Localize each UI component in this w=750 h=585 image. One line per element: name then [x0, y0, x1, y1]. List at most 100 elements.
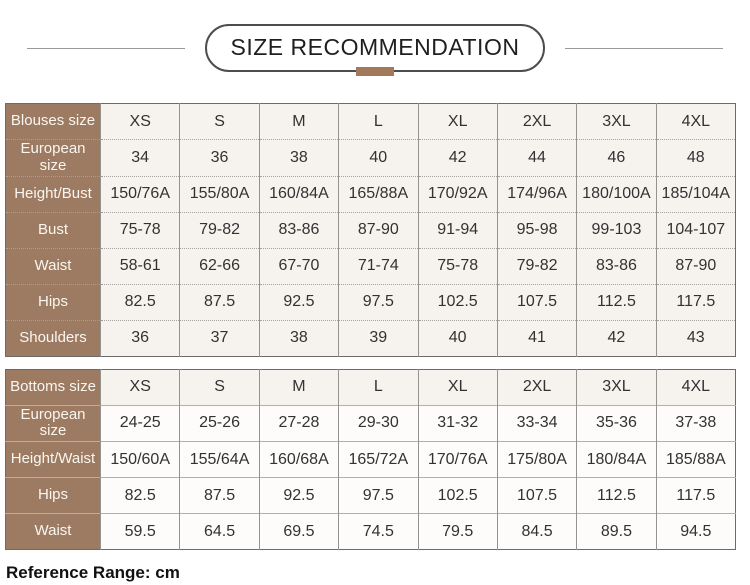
table-row: Hips 82.5 87.5 92.5 97.5 102.5 107.5 112.5 117.5: [5, 283, 736, 321]
size-value-cell: XS: [99, 369, 180, 406]
size-value-cell: 36: [99, 319, 180, 357]
size-value-cell: 104-107: [655, 211, 736, 249]
size-value-cell: 150/76A: [99, 175, 180, 213]
table-row: Shoulders 36 37 38 39 40 41 42 43: [5, 319, 736, 357]
size-value-cell: 84.5: [496, 513, 577, 550]
row-label-cell: Shoulders: [5, 319, 101, 357]
size-value-cell: 2XL: [496, 369, 577, 406]
size-value-cell: 97.5: [338, 283, 418, 321]
size-value-cell: 69.5: [258, 513, 339, 550]
row-label-cell: Blouses size: [5, 103, 101, 140]
page-title: SIZE RECOMMENDATION: [204, 24, 546, 76]
size-value-cell: 33-34: [496, 404, 577, 442]
title-divider-right: [565, 47, 724, 49]
size-value-cell: 67-70: [258, 247, 339, 285]
size-value-cell: 87-90: [655, 247, 736, 285]
size-value-cell: 4XL: [655, 369, 736, 406]
size-value-cell: 35-36: [576, 404, 657, 442]
size-value-cell: 38: [258, 319, 339, 357]
size-value-cell: XL: [417, 103, 498, 140]
size-value-cell: 2XL: [496, 103, 577, 140]
size-value-cell: 37: [179, 319, 260, 357]
size-value-cell: 79-82: [496, 247, 577, 285]
size-value-cell: 107.5: [496, 477, 577, 514]
size-value-cell: 59.5: [99, 513, 180, 550]
row-label-cell: Bottoms size: [5, 369, 101, 406]
size-value-cell: 58-61: [99, 247, 180, 285]
size-value-cell: 36: [179, 139, 260, 177]
table-row: Waist 58-61 62-66 67-70 71-74 75-78 79-82 83-86…: [5, 247, 736, 285]
table-row: Waist 59.5 64.5 69.5 74.5 79.5 84.5 89.5 94.5: [5, 513, 736, 550]
size-value-cell: 34: [99, 139, 180, 177]
size-value-cell: 185/104A: [655, 175, 736, 213]
size-value-cell: 62-66: [179, 247, 260, 285]
size-value-cell: 155/64A: [179, 441, 260, 478]
size-value-cell: XL: [417, 369, 498, 406]
size-value-cell: 40: [338, 139, 418, 177]
size-value-cell: 83-86: [258, 211, 339, 249]
size-value-cell: 91-94: [417, 211, 498, 249]
size-value-cell: 75-78: [99, 211, 180, 249]
size-value-cell: XS: [99, 103, 180, 140]
size-value-cell: S: [179, 103, 260, 140]
row-label-cell: Waist: [5, 247, 101, 285]
size-value-cell: 102.5: [417, 477, 498, 514]
size-value-cell: 180/100A: [576, 175, 657, 213]
size-value-cell: 170/76A: [417, 441, 498, 478]
size-value-cell: 102.5: [417, 283, 498, 321]
size-value-cell: 71-74: [338, 247, 418, 285]
size-value-cell: 39: [338, 319, 418, 357]
size-value-cell: 107.5: [496, 283, 577, 321]
size-value-cell: 92.5: [258, 477, 339, 514]
size-value-cell: 79-82: [179, 211, 260, 249]
size-value-cell: 82.5: [99, 283, 180, 321]
table-row: Height/Waist 150/60A 155/64A 160/68A 165/72A…: [5, 441, 736, 478]
size-value-cell: 40: [417, 319, 498, 357]
size-value-cell: 150/60A: [99, 441, 180, 478]
size-value-cell: 42: [576, 319, 657, 357]
size-value-cell: 3XL: [576, 369, 657, 406]
size-value-cell: 4XL: [655, 103, 736, 140]
table-row: Blouses size XS S M L XL 2XL 3XL 4XL: [5, 103, 736, 140]
size-value-cell: 44: [496, 139, 577, 177]
size-value-cell: 87.5: [179, 477, 260, 514]
size-value-cell: 160/68A: [258, 441, 339, 478]
row-label-cell: Waist: [5, 513, 101, 550]
size-value-cell: 24-25: [99, 404, 180, 442]
row-label-cell: European size: [5, 404, 101, 442]
size-value-cell: 174/96A: [496, 175, 577, 213]
size-value-cell: 185/88A: [655, 441, 736, 478]
size-value-cell: 95-98: [496, 211, 577, 249]
size-value-cell: 25-26: [179, 404, 260, 442]
row-label-cell: Height/Bust: [5, 175, 101, 213]
size-value-cell: 175/80A: [496, 441, 577, 478]
size-value-cell: 83-86: [576, 247, 657, 285]
size-value-cell: 89.5: [576, 513, 657, 550]
size-value-cell: M: [258, 103, 339, 140]
size-value-cell: S: [179, 369, 260, 406]
size-value-cell: 41: [496, 319, 577, 357]
row-label-cell: Hips: [5, 283, 101, 321]
size-value-cell: 27-28: [258, 404, 339, 442]
size-value-cell: 94.5: [655, 513, 736, 550]
size-value-cell: 160/84A: [258, 175, 339, 213]
page-title-text: SIZE RECOMMENDATION: [230, 34, 520, 60]
size-value-cell: 29-30: [338, 404, 418, 442]
row-label-cell: European size: [5, 139, 101, 177]
table-row: Height/Bust 150/76A 155/80A 160/84A 165/88A 1…: [5, 175, 736, 213]
row-label-cell: Height/Waist: [5, 441, 101, 478]
size-value-cell: 46: [576, 139, 657, 177]
table-row: European size 24-25 25-26 27-28 29-30 31-32 33…: [5, 404, 736, 442]
bottoms-size-table: Bottoms size XS S M L XL 2XL 3XL 4XL European siz…: [5, 368, 736, 551]
row-label-cell: Bust: [5, 211, 101, 249]
size-value-cell: 75-78: [417, 247, 498, 285]
size-value-cell: 180/84A: [576, 441, 657, 478]
size-value-cell: 165/72A: [338, 441, 418, 478]
row-label-cell: Hips: [5, 477, 101, 514]
reference-note: Reference Range: cm: [6, 563, 180, 583]
size-value-cell: 155/80A: [179, 175, 260, 213]
size-value-cell: 87.5: [179, 283, 260, 321]
table-row: European size 34 36 38 40 42 44 46 48: [5, 139, 736, 177]
size-value-cell: 37-38: [655, 404, 736, 442]
